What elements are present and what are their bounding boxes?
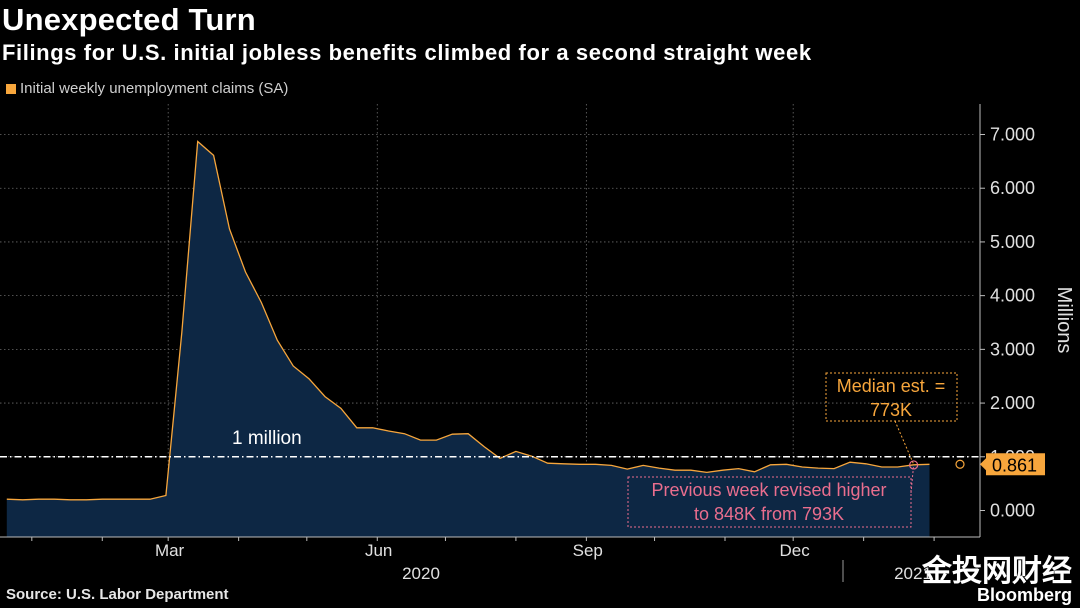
last-value-pointer <box>980 458 986 471</box>
x-tick-label: Jun <box>365 541 392 560</box>
reference-line-group: 1 million <box>0 428 980 458</box>
x-tick-label: Dec <box>779 541 810 560</box>
median-estimate-box <box>825 372 958 422</box>
y-axis-title: Millions <box>1053 287 1075 354</box>
median-estimate-text: Median est. = <box>837 376 946 396</box>
median-estimate-text: 773K <box>870 400 912 420</box>
y-tick-label: 4.000 <box>990 286 1035 306</box>
y-tick-label: 3.000 <box>990 339 1035 359</box>
brand-cn: 金投网财经 <box>922 555 1072 588</box>
last-value-badge <box>986 453 1045 476</box>
brand-watermark: 金投网财经 Bloomberg <box>922 555 1072 605</box>
claims-line <box>6 140 930 501</box>
x-tick-label: Sep <box>573 541 603 560</box>
revision-text: Previous week revised higher <box>651 480 886 500</box>
x-year-label: 2020 <box>402 564 440 583</box>
claims-area <box>6 141 930 537</box>
y-tick-label: 1.000 <box>990 447 1035 467</box>
last-value-label: 0.861 <box>992 455 1037 475</box>
reference-line-label: 1 million <box>232 428 302 449</box>
grid <box>0 104 975 537</box>
revision-box <box>627 476 912 528</box>
y-tick-label: 5.000 <box>990 232 1035 252</box>
legend-label: Initial weekly unemployment claims (SA) <box>20 80 289 97</box>
revision-text: to 848K from 793K <box>694 504 844 524</box>
y-tick-label: 2.000 <box>990 393 1035 413</box>
y-tick-label: 7.000 <box>990 125 1035 145</box>
y-tick-label: 0.000 <box>990 501 1035 521</box>
chart-title: Unexpected Turn <box>2 2 256 37</box>
revision-marker <box>909 460 919 470</box>
annotations: Median est. = 773K Previous week revised h… <box>627 372 965 528</box>
revision-leader <box>910 464 915 494</box>
median-estimate-leader <box>894 420 915 465</box>
estimate-marker <box>955 459 965 469</box>
brand-logo: Bloomberg <box>976 585 1072 605</box>
y-tick-label: 6.000 <box>990 178 1035 198</box>
chart-subtitle: Filings for U.S. initial jobless benefit… <box>2 40 812 65</box>
source-note: Source: U.S. Labor Department <box>6 586 229 603</box>
legend: Initial weekly unemployment claims (SA) <box>6 80 288 97</box>
x-tick-label: Mar <box>155 541 185 560</box>
y-axis: 0.000 1.000 2.000 3.000 4.000 5.000 6.000 7.000… <box>979 104 1075 537</box>
legend-swatch <box>6 83 16 94</box>
